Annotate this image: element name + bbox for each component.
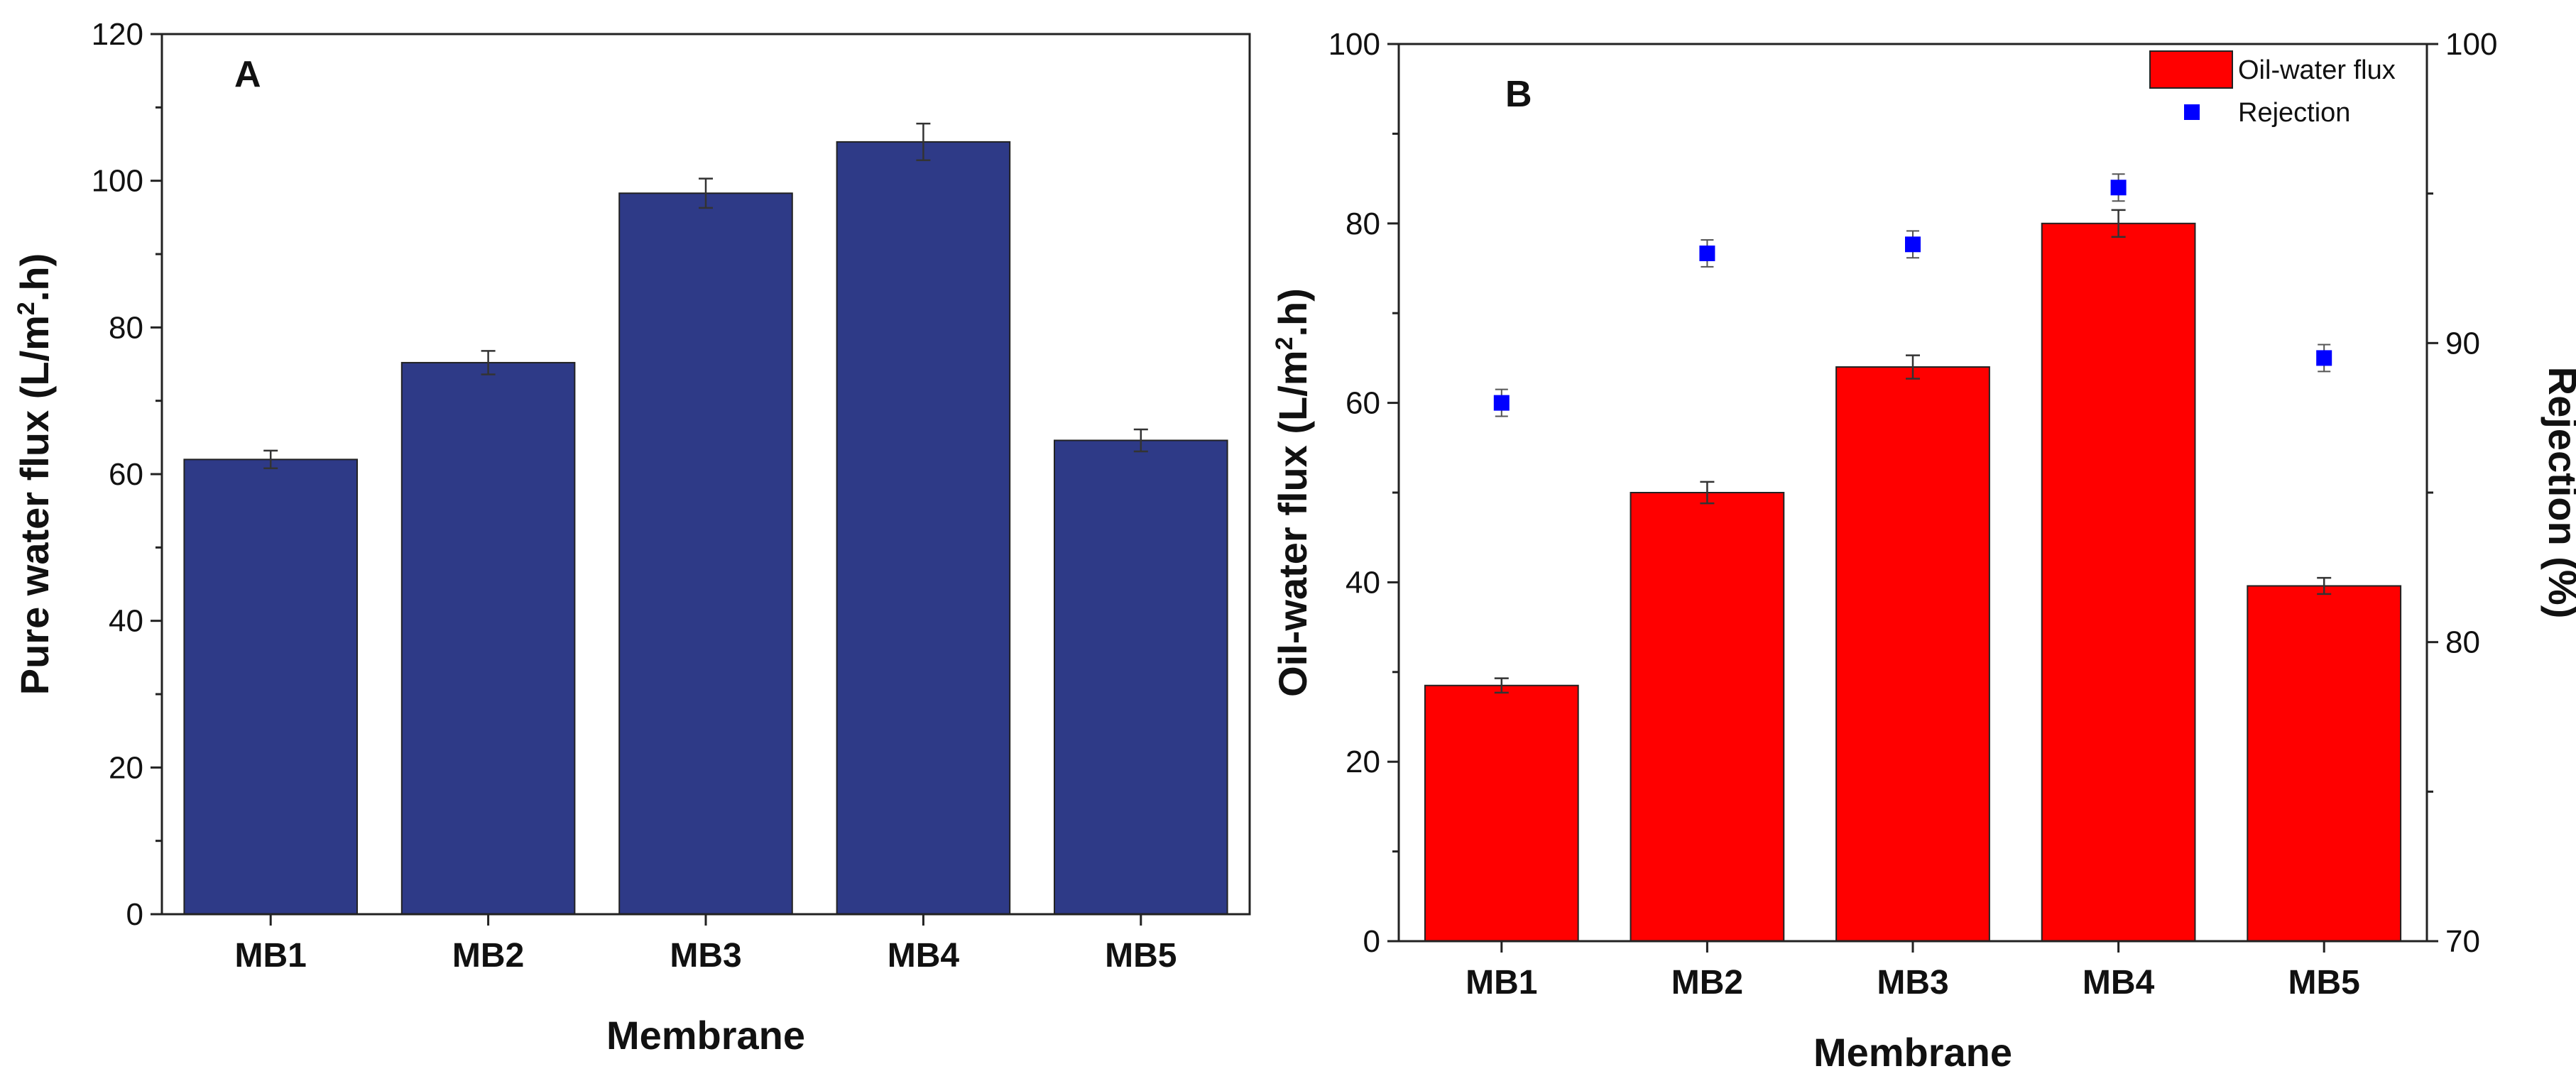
- x-tick-label-mb1: MB1: [235, 937, 307, 975]
- rejection-point-mb5: [2316, 350, 2332, 366]
- panel-b-chart: 0 20 40 60 80 100 70 80 90 100 MB1 MB2 MB3 MB4 MB5 B…: [1270, 27, 2576, 1075]
- panel-b-x-axis-title: Membrane: [1813, 1030, 2012, 1075]
- legend-swatch-rejection: [2184, 104, 2200, 120]
- y2-tick-label: 80: [2445, 625, 2480, 660]
- panel-a-x-ticks: MB1 MB2 MB3 MB4 MB5: [235, 914, 1177, 975]
- panel-b-label: B: [1505, 74, 1532, 115]
- x-tick-label-mb5: MB5: [1105, 937, 1177, 975]
- bar-mb1: [183, 459, 358, 915]
- rejection-point-mb3: [1905, 236, 1921, 253]
- y-tick-label: 120: [92, 17, 143, 52]
- bar-mb5: [2247, 585, 2402, 942]
- x-tick-label-mb4: MB4: [2083, 964, 2155, 1002]
- x-tick-label-mb1: MB1: [1466, 964, 1537, 1002]
- bar-mb4: [2041, 222, 2196, 942]
- y2-tick-label: 100: [2445, 27, 2497, 62]
- bar-mb2: [1630, 492, 1785, 942]
- bar-mb2: [400, 361, 576, 915]
- x-tick-label-mb3: MB3: [670, 937, 741, 975]
- bar-mb5: [1054, 439, 1228, 915]
- legend-label-rejection: Rejection: [2238, 98, 2350, 128]
- x-tick-label-mb4: MB4: [888, 937, 960, 975]
- y-tick-label: 0: [126, 897, 143, 932]
- panel-b-right-y-ticks: 70 80 90 100: [2427, 27, 2497, 959]
- panel-b-y-axis-title-tail: .h): [1270, 288, 1315, 336]
- x-tick-label-mb2: MB2: [1671, 964, 1743, 1002]
- y-tick-label: 100: [1328, 27, 1380, 62]
- x-tick-label-mb2: MB2: [452, 937, 524, 975]
- y-tick-label: 40: [1346, 565, 1380, 600]
- panel-b-legend: Oil-water flux Rejection: [2149, 50, 2396, 128]
- y-tick-label: 100: [92, 164, 143, 199]
- y2-tick-label: 70: [2445, 924, 2480, 959]
- panel-b-x-ticks: MB1 MB2 MB3 MB4 MB5: [1466, 941, 2360, 1002]
- y-tick-label: 40: [109, 604, 143, 639]
- y-tick-label: 60: [1346, 386, 1380, 421]
- panel-b-y-axis-title-main: Oil-water flux (L/m: [1270, 350, 1315, 697]
- rejection-point-mb4: [2110, 180, 2127, 196]
- y-tick-label: 20: [109, 750, 143, 785]
- x-tick-label-mb5: MB5: [2288, 964, 2360, 1002]
- panel-a-chart: 0 20 40 60 80 100 120 MB1 MB2 MB3 MB4 MB5 A Membra…: [12, 17, 1251, 1058]
- panel-a-y-axis-title-tail: .h): [12, 253, 57, 302]
- panel-a-error-bars: [263, 122, 1148, 469]
- bar-mb3: [618, 192, 793, 915]
- legend-swatch-oil-water-flux: [2149, 50, 2233, 89]
- panel-b-y-axis-title-sup: 2: [1271, 337, 1298, 351]
- panel-b-error-bars: [1494, 209, 2332, 694]
- panel-a-bars: [183, 141, 1228, 915]
- y-tick-label: 60: [109, 457, 143, 492]
- panel-a-y-axis-title-sup: 2: [13, 302, 40, 315]
- y-tick-label: 80: [109, 310, 143, 345]
- rejection-point-mb1: [1493, 395, 1510, 411]
- y-tick-label: 0: [1363, 924, 1380, 959]
- panel-b-left-y-ticks: 0 20 40 60 80 100: [1328, 27, 1399, 959]
- y2-tick-label: 90: [2445, 326, 2480, 361]
- bar-mb3: [1835, 366, 1990, 942]
- panel-b-right-y-axis-title: Rejection (%): [2540, 367, 2576, 619]
- panel-b-left-y-axis-title: Oil-water flux (L/m2.h): [1270, 288, 1315, 697]
- panel-a-y-ticks: 0 20 40 60 80 100 120: [92, 17, 162, 932]
- panel-a-y-axis-title: Pure water flux (L/m2.h): [12, 253, 57, 696]
- legend-label-oil-water-flux: Oil-water flux: [2238, 55, 2396, 85]
- x-tick-label-mb3: MB3: [1877, 964, 1948, 1002]
- panel-b-bars: [1424, 222, 2402, 942]
- panel-a-y-axis-title-main: Pure water flux (L/m: [12, 315, 57, 695]
- y-tick-label: 80: [1346, 207, 1380, 241]
- bar-mb4: [836, 141, 1011, 915]
- panel-a-label: A: [234, 54, 261, 95]
- y-tick-label: 20: [1346, 745, 1380, 779]
- rejection-point-mb2: [1699, 245, 1715, 261]
- panel-a-x-axis-title: Membrane: [606, 1013, 805, 1058]
- bar-mb1: [1424, 684, 1579, 942]
- panel-b-rejection-points: [1493, 173, 2332, 417]
